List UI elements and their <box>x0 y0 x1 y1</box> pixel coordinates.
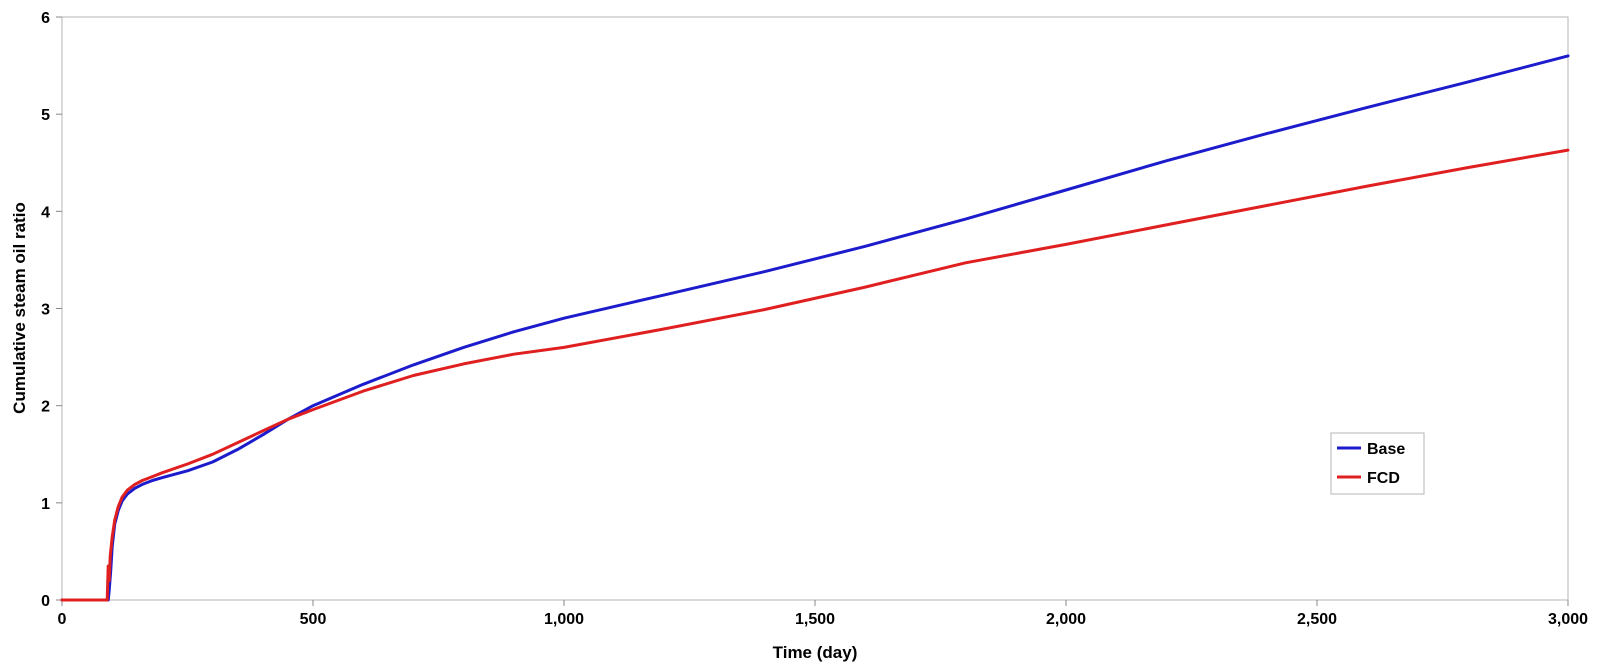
y-tick-label: 0 <box>41 593 50 610</box>
legend-box <box>1330 432 1425 495</box>
legend: Base FCD <box>1330 432 1425 495</box>
legend-label-base: Base <box>1367 441 1405 458</box>
y-axis-title: Cumulative steam oil ratio <box>10 202 29 414</box>
x-tick-label: 3,000 <box>1548 611 1588 628</box>
series-line-fcd <box>60 148 1570 602</box>
x-tick-label: 2,500 <box>1297 611 1337 628</box>
x-tick-label: 1,000 <box>544 611 584 628</box>
x-tick-label: 1,500 <box>795 611 835 628</box>
series-layer <box>60 54 1570 602</box>
y-tick-label: 3 <box>41 302 50 319</box>
x-axis-title: Time (day) <box>773 643 858 662</box>
y-axis-ticks: 0 1 2 3 4 5 6 <box>41 10 62 610</box>
x-tick-label: 500 <box>300 611 327 628</box>
y-tick-label: 6 <box>41 10 50 27</box>
y-tick-label: 5 <box>41 107 50 124</box>
y-tick-label: 4 <box>41 204 50 221</box>
x-tick-label: 2,000 <box>1046 611 1086 628</box>
x-axis-ticks: 0 500 1,000 1,500 2,000 2,500 3,000 <box>58 600 1588 628</box>
legend-label-fcd: FCD <box>1367 470 1400 487</box>
y-tick-label: 1 <box>41 496 50 513</box>
y-tick-label: 2 <box>41 399 50 416</box>
plot-area <box>61 16 1569 601</box>
x-tick-label: 0 <box>58 611 67 628</box>
